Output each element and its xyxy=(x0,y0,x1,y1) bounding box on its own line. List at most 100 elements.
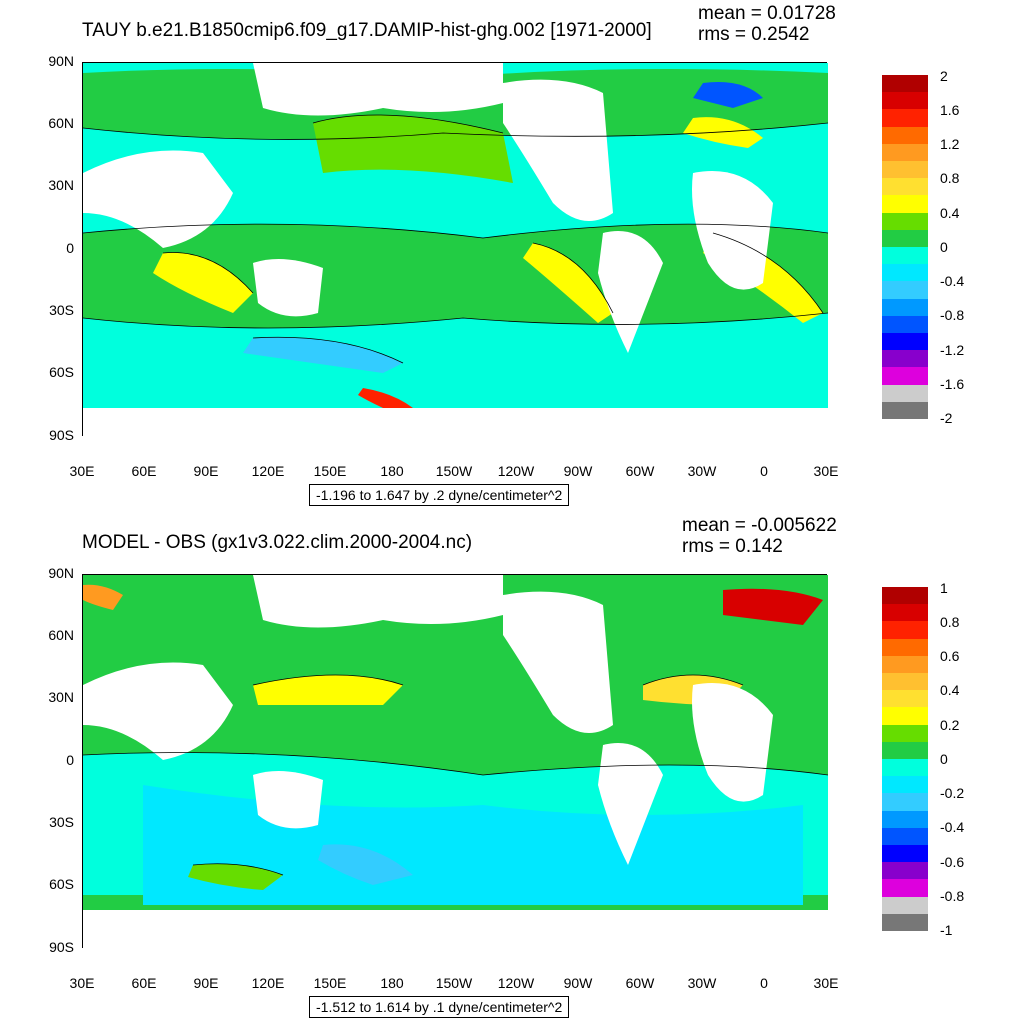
lat-label: 30N xyxy=(48,689,74,705)
colorbar-swatch xyxy=(882,604,928,622)
colorbar-swatch xyxy=(882,724,928,743)
colorbar-swatch xyxy=(882,109,928,128)
lon-label: 180 xyxy=(380,463,404,479)
colorbar-swatch xyxy=(882,690,928,708)
lat-label: 30S xyxy=(49,302,74,318)
lon-label: 0 xyxy=(760,975,768,991)
colorbar-swatch xyxy=(882,333,928,351)
colorbar-swatch xyxy=(882,161,928,179)
colorbar-label: -0.4 xyxy=(940,819,965,835)
lon-label: 120W xyxy=(497,463,535,479)
arctic-max xyxy=(83,584,123,610)
colorbar-swatch xyxy=(882,827,928,846)
southern-ocean-min xyxy=(318,844,413,885)
colorbar-label: 0 xyxy=(940,239,948,255)
colorbar-swatch xyxy=(882,75,928,93)
mean-stat: mean = 0.01728 xyxy=(698,3,836,24)
colorbar-label: -0.2 xyxy=(940,785,965,801)
greenland-max xyxy=(723,588,823,625)
africa-land xyxy=(692,683,773,802)
lon-label: 120W xyxy=(497,975,535,991)
colorbar-swatch xyxy=(882,281,928,300)
colorbar-label: -1 xyxy=(940,922,953,938)
colorbar-swatch xyxy=(882,638,928,657)
eurasia-land xyxy=(253,575,503,628)
colorbar-swatch xyxy=(882,212,928,231)
colorbar-label: -1.2 xyxy=(940,342,965,358)
lon-label: 30E xyxy=(69,463,95,479)
lon-label: 30E xyxy=(69,975,95,991)
lon-label: 120E xyxy=(251,463,285,479)
colorbar-label: -2 xyxy=(940,410,953,426)
antarctica-land xyxy=(83,408,828,437)
colorbar-swatch xyxy=(882,741,928,760)
colorbar-label: 1.6 xyxy=(940,102,960,118)
ross-sea-max xyxy=(358,388,413,408)
colorbar-swatch xyxy=(882,862,928,880)
map-field xyxy=(83,63,828,437)
north-pacific-positive xyxy=(313,115,513,183)
contour-lines xyxy=(83,674,828,876)
lat-label: 30S xyxy=(49,814,74,830)
lon-label: 30W xyxy=(687,975,717,991)
colorbar-label: 0.8 xyxy=(940,170,960,186)
rms-stat: rms = 0.142 xyxy=(682,536,783,557)
land-masses xyxy=(83,63,828,437)
lat-label: 90N xyxy=(48,565,74,581)
colorbar xyxy=(882,587,928,932)
australia-land xyxy=(253,771,323,829)
southern-ocean-positive xyxy=(188,863,283,890)
colorbar-swatch xyxy=(882,776,928,794)
africa-asia-land xyxy=(83,662,233,760)
indian-ocean-max xyxy=(153,252,253,313)
colorbar-label: 0.8 xyxy=(940,614,960,630)
colorbar-label: 0.4 xyxy=(940,682,960,698)
colorbar-swatch xyxy=(882,195,928,214)
africa-land xyxy=(692,171,773,290)
rms-stat: rms = 0.2542 xyxy=(698,24,810,45)
lat-label: 0 xyxy=(66,240,74,256)
map-title: MODEL - OBS (gx1v3.022.clim.2000-2004.nc… xyxy=(82,532,473,553)
colorbar-swatch xyxy=(882,229,928,248)
panel-bottom: MODEL - OBS (gx1v3.022.clim.2000-2004.nc… xyxy=(0,512,1024,1024)
panel-top: TAUY b.e21.B1850cmip6.f09_g17.DAMIP-hist… xyxy=(48,3,965,506)
lon-label: 30W xyxy=(687,463,717,479)
africa-asia-land xyxy=(83,150,233,248)
colorbar-label: 1.2 xyxy=(940,136,960,152)
colorbar-swatch xyxy=(882,879,928,898)
lat-label: 90S xyxy=(49,427,74,443)
lon-label: 60W xyxy=(625,975,655,991)
lon-label: 30E xyxy=(813,975,839,991)
contour-range-note: -1.512 to 1.614 by .1 dyne/centimeter^2 xyxy=(309,996,570,1018)
colorbar-swatch xyxy=(882,384,928,403)
colorbar xyxy=(882,75,928,420)
lon-label: 30E xyxy=(813,463,839,479)
colorbar-swatch xyxy=(882,92,928,110)
pacific-coast-max xyxy=(523,243,613,323)
colorbar-swatch xyxy=(882,673,928,691)
south-america-land xyxy=(598,231,663,353)
map-title: TAUY b.e21.B1850cmip6.f09_g17.DAMIP-hist… xyxy=(82,20,652,41)
map-plot xyxy=(82,62,828,437)
north-america-land xyxy=(503,591,613,733)
lon-label: 90E xyxy=(193,975,219,991)
antarctica-land xyxy=(83,910,828,949)
southern-ocean-min xyxy=(243,337,403,373)
lat-label: 30N xyxy=(48,177,74,193)
lon-label: 90E xyxy=(193,463,219,479)
map-field xyxy=(83,575,828,949)
land-masses xyxy=(83,575,828,949)
eurasia-land xyxy=(253,63,503,116)
colorbar-label: 0.2 xyxy=(940,717,960,733)
lon-label: 150E xyxy=(313,463,347,479)
lat-label: 60S xyxy=(49,876,74,892)
lat-label: 0 xyxy=(66,752,74,768)
north-america-land xyxy=(503,79,613,222)
contour-range-note: -1.196 to 1.647 by .2 dyne/centimeter^2 xyxy=(309,484,570,506)
colorbar-label: 2 xyxy=(940,68,948,84)
colorbar-label: -1.6 xyxy=(940,376,965,392)
lon-label: 90W xyxy=(563,975,593,991)
lon-label: 150E xyxy=(313,975,347,991)
lat-label: 60N xyxy=(48,627,74,643)
colorbar-label: 0.6 xyxy=(940,648,960,664)
